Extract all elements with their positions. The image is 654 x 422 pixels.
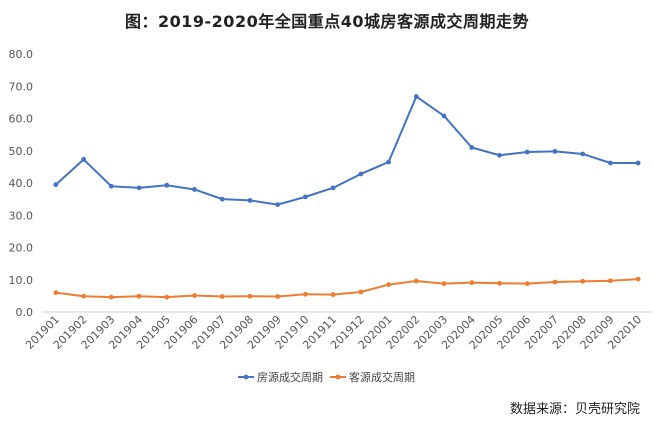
data-point [81, 157, 86, 162]
legend-label: 客源成交周期 [349, 370, 415, 384]
source-note: 数据来源：贝壳研究院 [509, 402, 640, 417]
data-point [303, 194, 308, 200]
data-point [53, 182, 59, 188]
y-tick-label: 80.0 [9, 48, 34, 61]
data-point [247, 293, 253, 299]
data-point [580, 151, 586, 157]
data-point [275, 202, 281, 208]
data-point [635, 160, 641, 166]
series-line [55, 95, 639, 206]
legend-point-marker [335, 374, 341, 380]
y-tick-label: 30.0 [9, 209, 34, 222]
y-tick-label: 50.0 [9, 145, 34, 158]
y-tick-label: 40.0 [9, 177, 34, 190]
data-point [164, 182, 170, 188]
data-point [219, 294, 225, 299]
data-point [247, 198, 253, 203]
data-point [608, 278, 613, 284]
y-axis-labels: 0.0 10.0 20.0 30.0 40.0 50.0 60.0 70.0 80.0 [9, 48, 34, 319]
chart-legend: 房源成交周期 客源成交周期 [238, 370, 415, 384]
data-point [635, 276, 641, 282]
data-point [53, 290, 59, 296]
data-point [275, 294, 281, 299]
data-point [164, 294, 170, 300]
data-point [413, 278, 419, 284]
data-point [441, 281, 447, 287]
legend-point-marker [243, 374, 249, 380]
data-point [358, 289, 364, 295]
data-point [524, 281, 530, 287]
series-layer [53, 94, 641, 300]
data-point [386, 282, 391, 287]
data-point [330, 185, 336, 191]
data-point [136, 185, 142, 191]
data-point [303, 291, 308, 297]
data-point [136, 293, 142, 299]
data-point [192, 187, 197, 192]
y-tick-label: 10.0 [9, 274, 34, 287]
series-line [55, 278, 639, 299]
chart-title: 图：2019-2020年全国重点40城房客源成交周期走势 [125, 12, 529, 31]
data-point [469, 280, 475, 286]
y-tick-label: 70.0 [9, 80, 34, 93]
data-point [386, 159, 391, 165]
data-point [108, 183, 114, 189]
y-tick-label: 20.0 [9, 242, 34, 255]
data-point [358, 171, 364, 177]
data-point [469, 145, 475, 150]
y-tick-label: 60.0 [9, 113, 34, 126]
data-point [81, 293, 86, 299]
x-axis-labels: 2019012019022019032019042019052019062019… [23, 313, 644, 352]
data-point [552, 279, 558, 285]
data-point [608, 160, 613, 166]
data-point [219, 196, 225, 202]
data-point [497, 152, 502, 158]
legend-label: 房源成交周期 [257, 370, 323, 384]
data-point [497, 280, 502, 286]
data-point [192, 293, 197, 298]
data-point [524, 149, 530, 155]
data-point [108, 294, 114, 300]
data-point [330, 292, 336, 297]
data-point [580, 278, 586, 284]
data-point [413, 94, 419, 99]
y-tick-label: 0.0 [16, 306, 34, 319]
data-point [552, 148, 558, 154]
data-point [441, 113, 447, 119]
